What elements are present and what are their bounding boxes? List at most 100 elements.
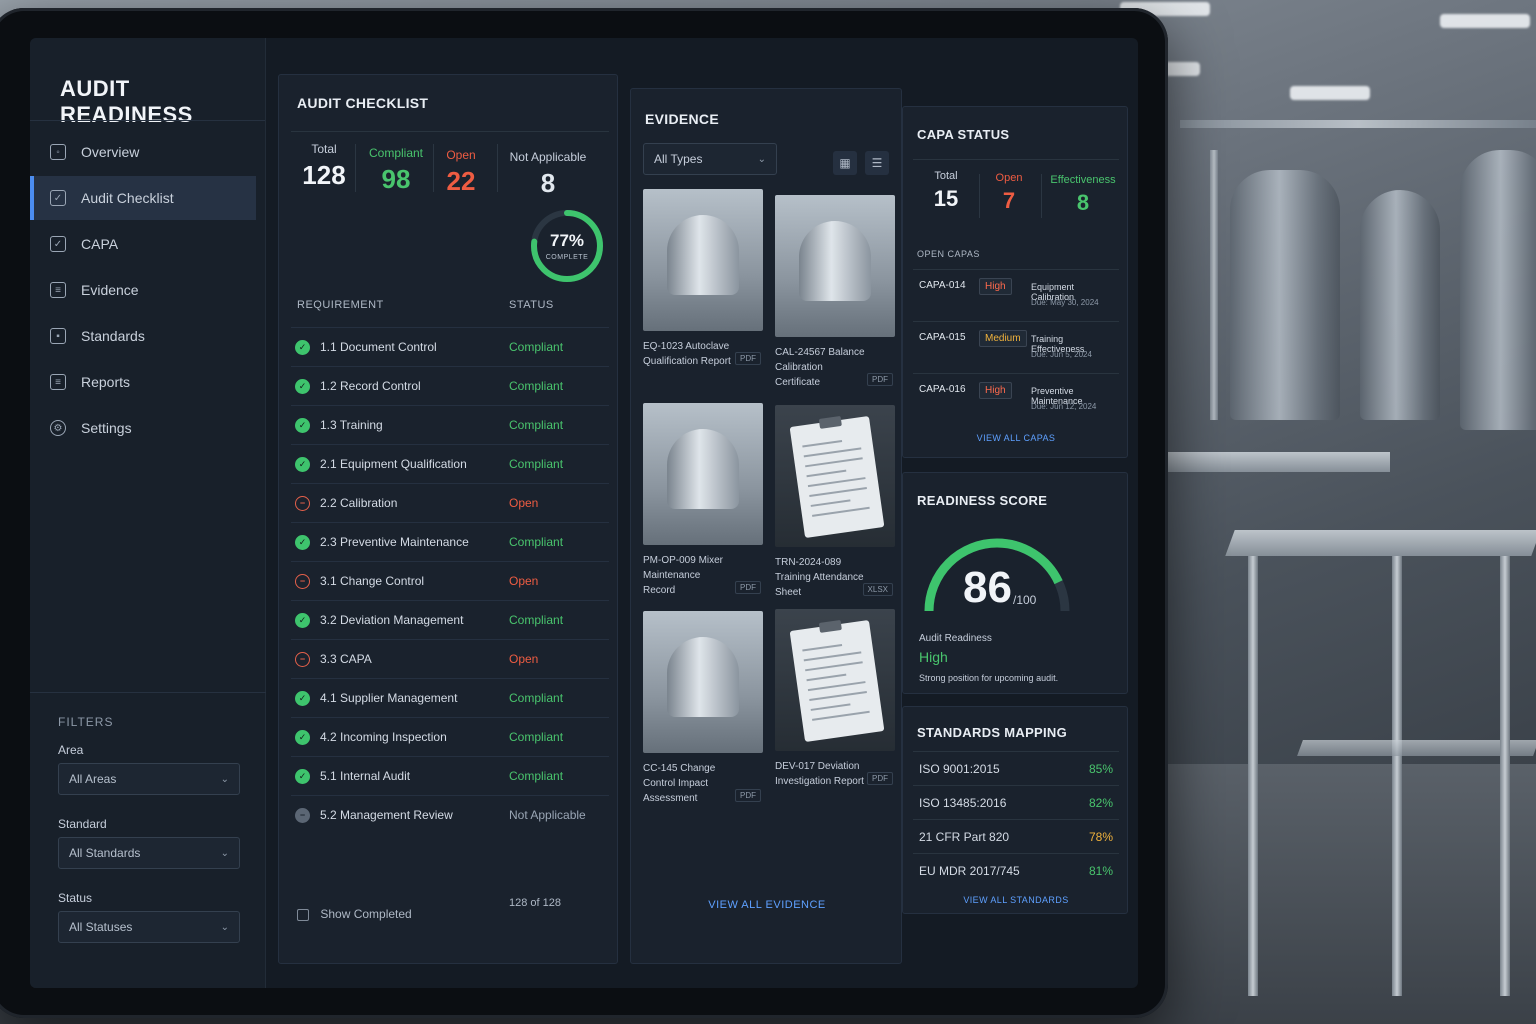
requirement-status: Compliant bbox=[509, 535, 564, 549]
table-row[interactable]: −2.2 Calibration Open bbox=[291, 483, 609, 522]
file-type-badge: PDF bbox=[735, 789, 761, 802]
capa-row[interactable]: CAPA-014 High Equipment Calibration Due: Ma… bbox=[913, 269, 1119, 319]
overview-icon: ◦ bbox=[50, 144, 66, 160]
table-row[interactable]: −3.3 CAPA Open bbox=[291, 639, 609, 678]
stat-label: Not Applicable bbox=[509, 150, 587, 164]
table-row[interactable]: ✓ 4.2 Incoming Inspection Compliant bbox=[291, 717, 609, 756]
table-leg bbox=[1500, 556, 1510, 996]
requirement-status: Compliant bbox=[509, 730, 564, 744]
table-row[interactable]: ✓ 3.2 Deviation Management Compliant bbox=[291, 600, 609, 639]
sidebar-item-label: Evidence bbox=[81, 282, 139, 298]
standard-select[interactable]: All Standards ⌄ bbox=[58, 837, 240, 869]
evidence-card[interactable]: EQ-1023 Autoclave Qualification Report PD… bbox=[643, 189, 763, 369]
text-line bbox=[809, 486, 867, 498]
standard-row[interactable]: ISO 9001:2015 85% bbox=[913, 751, 1119, 785]
capa-title: Equipment Calibration bbox=[1031, 282, 1075, 302]
table-row[interactable]: ✓ 1.2 Record Control Compliant bbox=[291, 366, 609, 405]
stat-label: Total bbox=[934, 170, 958, 182]
capa-row[interactable]: CAPA-015 Medium Training Effectiveness Due:… bbox=[913, 321, 1119, 371]
checklist-footer: Show Completed 128 of 128 bbox=[297, 897, 609, 921]
file-type-badge: XLSX bbox=[862, 583, 893, 596]
equipment-thumbnail bbox=[643, 403, 763, 545]
view-all-standards-link[interactable]: VIEW ALL STANDARDS bbox=[963, 895, 1069, 905]
sidebar-item-label: Overview bbox=[81, 144, 140, 160]
check-circle-icon: ✓ bbox=[295, 612, 310, 628]
list-view-button[interactable]: ☰ bbox=[865, 151, 889, 175]
area-select-value: All Areas bbox=[69, 772, 117, 786]
standard-name: EU MDR 2017/745 bbox=[919, 863, 1020, 878]
text-line bbox=[807, 477, 866, 488]
area-select[interactable]: All Areas ⌄ bbox=[58, 763, 240, 795]
text-line bbox=[806, 469, 847, 478]
stat-value: 15 bbox=[933, 186, 959, 211]
requirement-status: Compliant bbox=[509, 769, 564, 783]
evidence-type-select[interactable]: All Types ⌄ bbox=[643, 143, 777, 175]
capa-row[interactable]: CAPA-016 High Preventive Maintenance Due: J… bbox=[913, 373, 1119, 423]
evidence-card[interactable]: DEV-017 Deviation Investigation Report PD… bbox=[775, 609, 895, 789]
paper-sheet bbox=[789, 619, 885, 743]
evidence-caption: TRN-2024-089 Training Attendance Sheet bbox=[775, 557, 864, 598]
table-row[interactable]: ✓ 2.1 Equipment Qualification Compliant bbox=[291, 444, 609, 483]
sidebar-item-overview[interactable]: ◦ Overview bbox=[30, 130, 266, 174]
sidebar-item-audit-checklist[interactable]: ✓ Audit Checklist bbox=[30, 176, 256, 220]
sidebar-item-settings[interactable]: ⚙ Settings bbox=[30, 406, 266, 450]
sidebar-item-standards[interactable]: ▪ Standards bbox=[30, 314, 266, 358]
table-row[interactable]: ✓ 4.1 Supplier Management Compliant bbox=[291, 678, 609, 717]
view-all-capas-link[interactable]: VIEW ALL CAPAS bbox=[976, 433, 1056, 443]
check-circle-icon: ✓ bbox=[295, 456, 310, 472]
evidence-card[interactable]: PM-OP-009 Mixer Maintenance Record PDF bbox=[643, 403, 763, 598]
table-row[interactable]: ✓ 5.1 Internal Audit Compliant bbox=[291, 756, 609, 795]
grid-view-button[interactable]: ▦ bbox=[833, 151, 857, 175]
gauge-fill bbox=[924, 538, 1070, 612]
stat-total: Total 128 bbox=[299, 142, 349, 191]
table-row[interactable]: −3.1 Change Control Open bbox=[291, 561, 609, 600]
file-type-badge: PDF bbox=[867, 373, 893, 386]
standard-name: ISO 13485:2016 bbox=[919, 795, 1007, 810]
ring-fill bbox=[531, 210, 603, 282]
requirement-name: 4.1 Supplier Management bbox=[320, 691, 458, 705]
show-completed-toggle[interactable]: Show Completed bbox=[297, 907, 412, 921]
evidence-card[interactable]: TRN-2024-089 Training Attendance Sheet XL… bbox=[775, 405, 895, 600]
open-circle-icon: − bbox=[295, 651, 310, 667]
ceiling-light bbox=[1160, 62, 1200, 76]
sidebar-item-evidence[interactable]: ≡ Evidence bbox=[30, 268, 266, 312]
open-circle-icon: − bbox=[295, 495, 310, 511]
readiness-level: High bbox=[919, 649, 948, 665]
view-all-evidence-link[interactable]: VIEW ALL EVIDENCE bbox=[708, 899, 826, 911]
readiness-score-value: 86 bbox=[963, 563, 1012, 612]
sidebar-item-label: Standards bbox=[81, 328, 145, 344]
text-line bbox=[812, 710, 870, 721]
document-thumbnail bbox=[775, 609, 895, 751]
standard-percent: 81% bbox=[1088, 863, 1113, 878]
evidence-caption: CC-145 Change Control Impact Assessment bbox=[643, 763, 716, 804]
readiness-note: Strong position for upcoming audit. bbox=[919, 673, 1059, 683]
sidebar-item-reports[interactable]: ≡ Reports bbox=[30, 360, 266, 404]
table-row[interactable]: ✓ 1.1 Document Control Compliant bbox=[291, 327, 609, 366]
requirement-name: 5.1 Internal Audit bbox=[320, 769, 411, 783]
standard-filter-label: Standard bbox=[58, 817, 107, 831]
standard-name: ISO 9001:2015 bbox=[919, 761, 1000, 776]
evidence-card[interactable]: CC-145 Change Control Impact Assessment P… bbox=[643, 611, 763, 806]
standard-percent: 82% bbox=[1088, 795, 1113, 810]
evidence-caption: PM-OP-009 Mixer Maintenance Record bbox=[643, 555, 724, 596]
table-row[interactable]: −5.2 Management Review Not Applicable bbox=[291, 795, 609, 834]
status-select[interactable]: All Statuses ⌄ bbox=[58, 911, 240, 943]
paper-sheet bbox=[789, 415, 885, 539]
checkbox[interactable] bbox=[297, 908, 309, 921]
sidebar-item-capa[interactable]: ✓ CAPA bbox=[30, 222, 266, 266]
sidebar-item-label: CAPA bbox=[81, 236, 119, 252]
steel-tank bbox=[1360, 190, 1440, 420]
requirement-status: Compliant bbox=[509, 691, 564, 705]
evidence-card[interactable]: CAL-24567 Balance Calibration Certificat… bbox=[775, 195, 895, 390]
table-row[interactable]: ✓ 1.3 Training Compliant bbox=[291, 405, 609, 444]
standard-row[interactable]: EU MDR 2017/745 81% bbox=[913, 853, 1119, 887]
text-line bbox=[805, 457, 863, 468]
stat-compliant: Compliant 98 bbox=[363, 146, 429, 195]
minus-circle-icon: − bbox=[295, 807, 310, 823]
readiness-label: Audit Readiness bbox=[919, 633, 992, 644]
standard-row[interactable]: ISO 13485:2016 82% bbox=[913, 785, 1119, 819]
table-row[interactable]: ✓ 2.3 Preventive Maintenance Compliant bbox=[291, 522, 609, 561]
standard-row[interactable]: 21 CFR Part 820 78% bbox=[913, 819, 1119, 853]
capa-due-date: Due: Jun 12, 2024 bbox=[1031, 402, 1097, 411]
capa-open: Open 7 bbox=[987, 172, 1031, 214]
